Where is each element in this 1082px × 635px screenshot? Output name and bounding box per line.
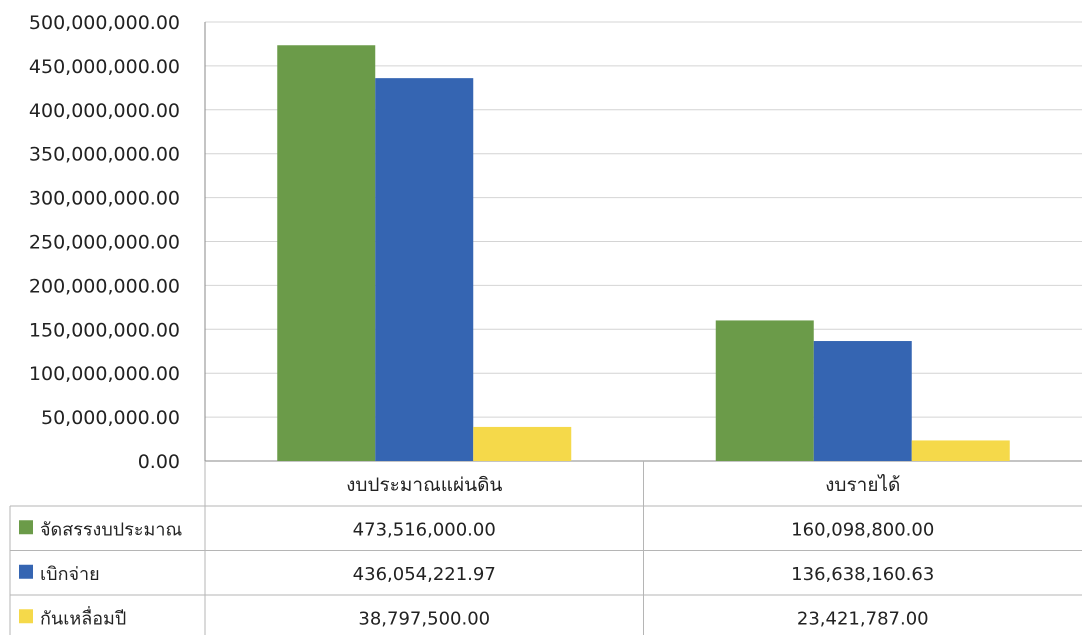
bar-1-1 (277, 45, 376, 461)
y-tick-label: 200,000,000.00 (29, 275, 180, 297)
y-tick-label: 400,000,000.00 (29, 100, 180, 122)
bar-2-3 (911, 440, 1010, 461)
legend-label: จัดสรรงบประมาณ (40, 519, 182, 540)
bar-1-3 (473, 426, 572, 461)
data-label: 136,638,160.63 (791, 564, 934, 585)
legend-label: กันเหลื่อมปี (40, 605, 126, 629)
legend-swatch (19, 564, 33, 579)
data-label: 473,516,000.00 (353, 519, 496, 540)
y-tick-label: 300,000,000.00 (29, 188, 180, 210)
y-tick-label: 350,000,000.00 (29, 144, 180, 166)
data-label: 23,421,787.00 (797, 608, 929, 629)
y-tick-label: 150,000,000.00 (29, 319, 180, 341)
x-category-label: งบรายได้ (825, 474, 900, 496)
x-category-label: งบประมาณแผ่นดิน (346, 474, 502, 496)
y-tick-label: 450,000,000.00 (29, 56, 180, 78)
y-tick-label: 250,000,000.00 (29, 232, 180, 254)
y-tick-label: 0.00 (138, 451, 180, 473)
data-label: 38,797,500.00 (358, 608, 490, 629)
legend-swatch (19, 520, 33, 535)
y-tick-label: 100,000,000.00 (29, 363, 180, 385)
y-tick-label: 500,000,000.00 (29, 12, 180, 34)
legend-swatch (19, 609, 33, 624)
bar-2-1 (715, 320, 814, 461)
y-tick-label: 50,000,000.00 (41, 407, 180, 429)
bar-2-2 (813, 341, 912, 461)
data-label: 160,098,800.00 (791, 519, 934, 540)
bar-1-2 (375, 78, 474, 461)
legend-label: เบิกจ่าย (40, 564, 100, 585)
data-label: 436,054,221.97 (353, 564, 496, 585)
